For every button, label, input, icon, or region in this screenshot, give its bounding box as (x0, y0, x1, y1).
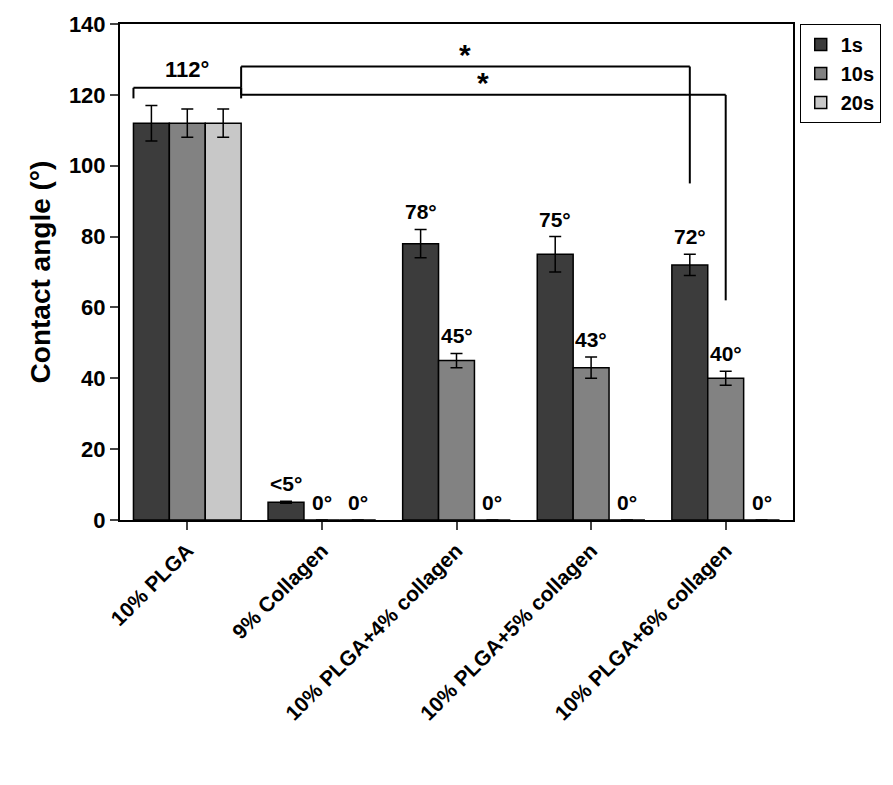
svg-text:1s: 1s (841, 34, 863, 56)
svg-text:45°: 45° (441, 324, 473, 347)
svg-text:9% Collagen: 9% Collagen (228, 539, 333, 644)
svg-text:10% PLGA+4% collagen: 10% PLGA+4% collagen (281, 539, 467, 725)
svg-text:10% PLGA+5% collagen: 10% PLGA+5% collagen (415, 539, 601, 725)
svg-text:112°: 112° (165, 57, 209, 82)
svg-text:78°: 78° (405, 200, 437, 223)
svg-text:10% PLGA: 10% PLGA (106, 539, 197, 630)
svg-text:100: 100 (69, 153, 106, 178)
svg-text:*: * (459, 38, 471, 71)
svg-text:10s: 10s (841, 63, 874, 85)
svg-text:0°: 0° (482, 491, 502, 514)
svg-text:*: * (477, 66, 489, 99)
svg-text:140: 140 (69, 12, 106, 37)
svg-text:<5°: <5° (270, 472, 302, 495)
svg-text:43°: 43° (575, 328, 607, 351)
svg-text:80: 80 (81, 224, 105, 249)
svg-text:20: 20 (81, 437, 105, 462)
svg-text:20s: 20s (841, 92, 874, 114)
svg-text:0°: 0° (752, 491, 772, 514)
svg-text:0°: 0° (617, 491, 637, 514)
svg-text:10% PLGA+6% collagen: 10% PLGA+6% collagen (550, 539, 736, 725)
svg-text:60: 60 (81, 295, 105, 320)
svg-text:40: 40 (81, 366, 105, 391)
svg-text:75°: 75° (539, 208, 571, 231)
svg-text:120: 120 (69, 83, 106, 108)
svg-text:0°: 0° (312, 491, 332, 514)
svg-text:72°: 72° (674, 225, 706, 248)
svg-text:0°: 0° (348, 491, 368, 514)
svg-text:Contact angle (°): Contact angle (°) (25, 161, 56, 384)
svg-text:0: 0 (93, 508, 105, 533)
svg-text:40°: 40° (710, 342, 742, 365)
